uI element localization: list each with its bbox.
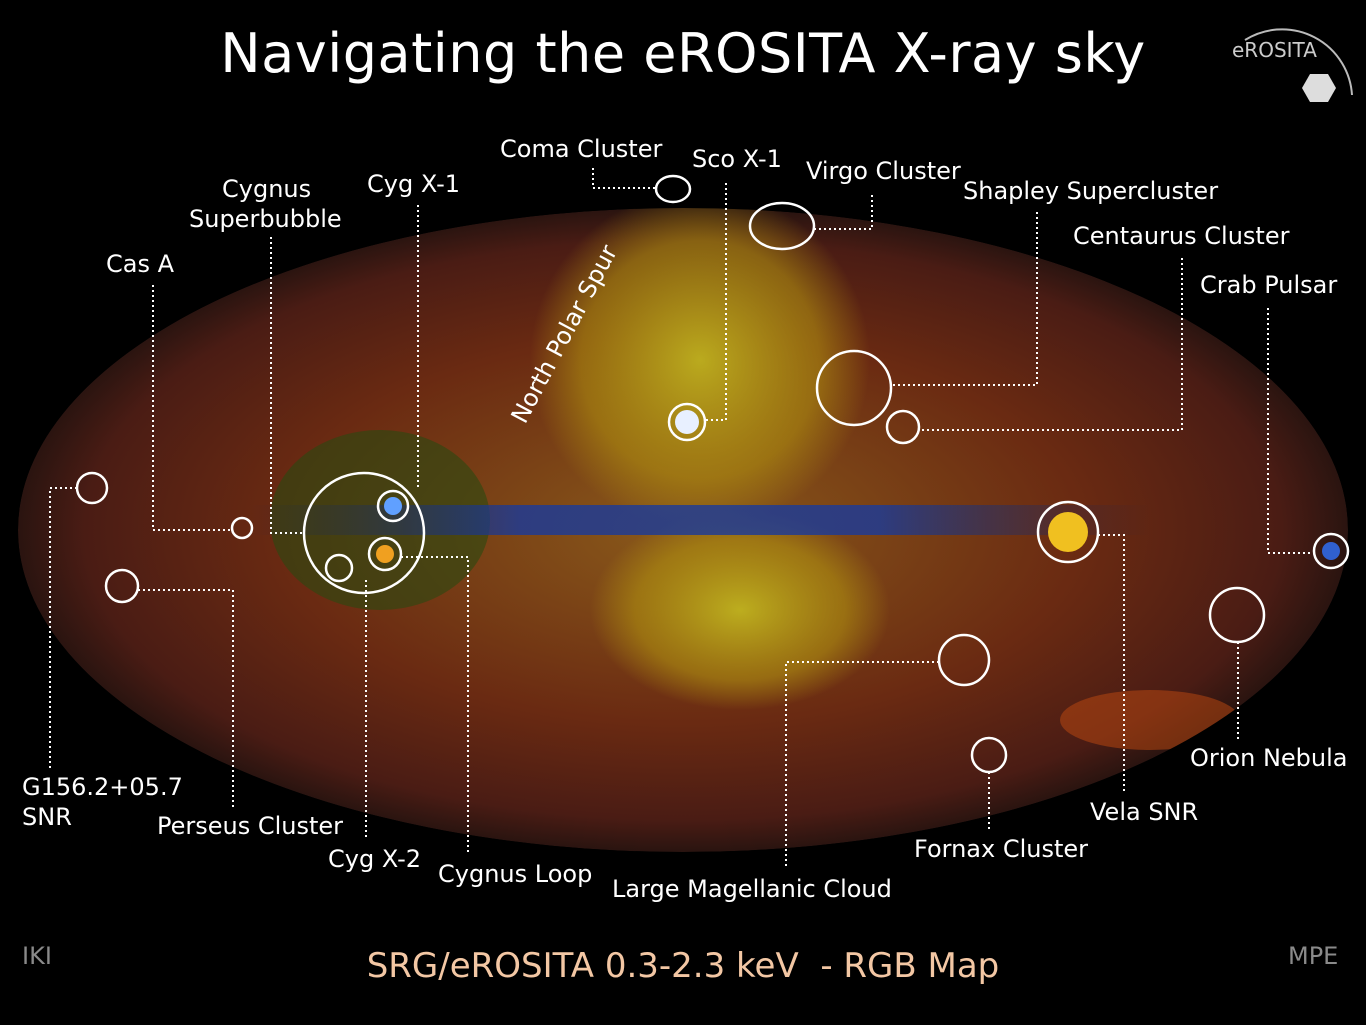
- shapley-supercluster-marker: [815, 349, 893, 427]
- centaurus-cluster-marker: [885, 409, 921, 445]
- label-cas-a: Cas A: [106, 250, 175, 278]
- perseus-cluster-marker: [104, 568, 140, 604]
- cygnus-superbubble-marker: [302, 471, 426, 595]
- label-cygnus-superbubble-line2: Superbubble: [189, 205, 342, 233]
- label-crab-pulsar: Crab Pulsar: [1200, 271, 1337, 299]
- erosita-logo: eROSITA: [1232, 28, 1353, 102]
- crab-pulsar-marker: [1312, 532, 1350, 570]
- vela-snr-marker: [1036, 500, 1100, 564]
- label-g156-line2: SNR: [22, 803, 72, 831]
- lmc-marker: [937, 633, 991, 687]
- page-title: Navigating the eROSITA X-ray sky: [220, 22, 1146, 85]
- virgo-cluster-marker: [748, 201, 816, 251]
- label-g156-line1: G156.2+05.7: [22, 773, 183, 801]
- credit-iki: IKI: [22, 942, 52, 970]
- caption: SRG/eROSITA 0.3-2.3 keV - RGB Map: [366, 946, 1000, 986]
- label-perseus-cluster: Perseus Cluster: [157, 812, 343, 840]
- label-cyg-x2: Cyg X-2: [328, 845, 421, 873]
- label-fornax-cluster: Fornax Cluster: [914, 835, 1088, 863]
- leader-lines: [49, 168, 1314, 868]
- label-cygnus-superbubble-line1: Cygnus: [222, 175, 311, 203]
- coma-cluster-marker: [654, 174, 692, 204]
- label-shapley-supercluster: Shapley Supercluster: [963, 177, 1218, 205]
- cygnus-loop-marker: [367, 536, 403, 572]
- cyg-x2-marker: [324, 553, 354, 583]
- label-lmc: Large Magellanic Cloud: [612, 875, 892, 903]
- all-sky-image: [18, 208, 1348, 852]
- label-vela-snr: Vela SNR: [1090, 798, 1198, 826]
- label-cyg-x1: Cyg X-1: [367, 170, 460, 198]
- label-coma-cluster: Coma Cluster: [500, 135, 662, 163]
- sco-x1-marker: [667, 402, 707, 442]
- label-orion-nebula: Orion Nebula: [1190, 744, 1348, 772]
- cyg-x1-marker: [376, 489, 410, 523]
- label-centaurus-cluster: Centaurus Cluster: [1073, 222, 1290, 250]
- svg-text:eROSITA: eROSITA: [1232, 38, 1317, 62]
- label-cygnus-loop: Cygnus Loop: [438, 860, 592, 888]
- cas-a-marker: [230, 516, 254, 540]
- label-virgo-cluster: Virgo Cluster: [806, 157, 961, 185]
- credit-mpe: MPE: [1288, 942, 1339, 970]
- label-sco-x1: Sco X-1: [692, 145, 782, 173]
